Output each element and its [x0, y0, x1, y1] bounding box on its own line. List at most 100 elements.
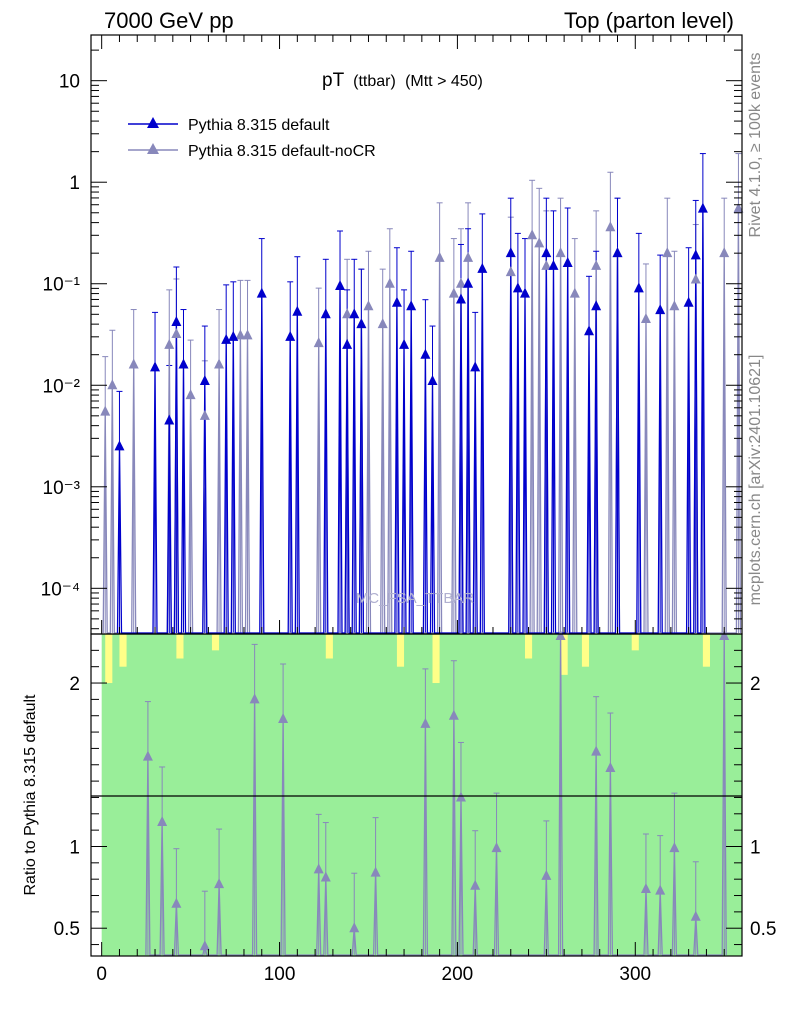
ratio-y-tick-label: 2	[69, 674, 80, 695]
main-point-0-30	[562, 257, 573, 268]
main-point-1-4	[171, 327, 182, 338]
ratio-point-2-2	[171, 897, 182, 908]
ratio-point-2-3	[199, 940, 210, 951]
main-point-1-2	[128, 358, 139, 369]
ratio-band-yellow-3	[211, 634, 220, 651]
ratio-point-2-14	[470, 879, 481, 890]
main-point-0-17	[399, 338, 410, 349]
main-point-0-10	[292, 305, 303, 316]
ratio-y-tick-label: 1	[69, 837, 80, 858]
main-y-tick-label: 10	[59, 72, 80, 93]
main-point-0-19	[420, 348, 431, 359]
main-point-0-3	[171, 315, 182, 326]
ratio-band-yellow-6	[432, 634, 440, 684]
rivet-label: Rivet 4.1.0, ≥ 100k events	[747, 53, 764, 238]
main-point-0-36	[683, 296, 694, 307]
main-y-tick-label: 10⁻⁴	[41, 579, 80, 600]
main-point-0-16	[391, 296, 402, 307]
main-point-0-4	[178, 358, 189, 369]
ratio-point-2-9	[349, 922, 360, 933]
ratio-point-2-4	[214, 878, 225, 889]
ratio-band-yellow-2	[176, 634, 184, 659]
main-point-0-9	[285, 330, 296, 341]
ratio-band-yellow-1	[119, 634, 127, 667]
main-point-1-9	[242, 329, 253, 340]
legend-label-1: Pythia 8.315 default	[188, 117, 330, 134]
ratio-band-yellow-10	[631, 634, 639, 651]
main-point-0-5	[199, 375, 210, 386]
main-point-0-38	[697, 202, 708, 213]
main-point-0-37	[690, 249, 701, 260]
ratio-frame	[90, 633, 743, 957]
main-point-1-0	[100, 405, 111, 416]
main-point-0-14	[349, 308, 360, 319]
ratio-point-2-17	[555, 630, 566, 640]
main-point-0-22	[463, 277, 474, 288]
main-point-1-17	[448, 287, 459, 298]
main-point-0-18	[406, 300, 417, 311]
ratio-point-2-24	[719, 630, 730, 640]
main-point-1-1	[107, 379, 118, 390]
ratio-band-yellow-8	[560, 634, 568, 675]
main-point-1-33	[719, 247, 730, 258]
ratio-band-yellow-7	[525, 634, 533, 659]
main-point-1-11	[342, 308, 353, 319]
ratio-band-yellow-9	[581, 634, 590, 667]
main-y-tick-label: 1	[69, 173, 80, 194]
ratio-band-yellow-5	[396, 634, 405, 667]
main-point-0-25	[505, 247, 516, 258]
main-point-0-28	[541, 247, 552, 258]
ratio-band-yellow-4	[325, 634, 333, 659]
ratio-point-2-21	[655, 884, 666, 895]
main-point-0-32	[591, 300, 602, 311]
main-point-0-13	[342, 338, 353, 349]
ratio-point-2-1	[157, 815, 168, 826]
ratio-point-2-20	[640, 882, 651, 893]
main-point-1-21	[527, 229, 538, 240]
main-point-0-29	[548, 259, 559, 270]
main-point-0-27	[520, 287, 530, 298]
main-point-1-20	[505, 266, 516, 277]
main-point-1-14	[377, 318, 388, 329]
ratio-point-2-11	[420, 717, 431, 728]
main-point-0-8	[256, 287, 267, 298]
main-point-0-6	[221, 333, 232, 344]
legend-marker-2	[147, 143, 159, 154]
x-tick-label: 100	[264, 964, 296, 985]
axis-ticks: 0 100 200 300 10 1 10⁻¹ 10⁻² 10⁻³ 10⁻⁴ 0.5 0.5 1 1 2 2	[41, 35, 776, 985]
ratio-point-2-0	[142, 750, 153, 761]
ratio-point-2-6	[278, 712, 289, 723]
main-point-1-8	[235, 329, 246, 340]
x-tick-label: 200	[442, 964, 474, 985]
main-line-1	[102, 208, 742, 634]
ratio-band-yellow-11	[702, 634, 710, 667]
main-point-0-35	[655, 304, 666, 315]
main-point-0-2	[164, 414, 175, 425]
main-point-0-15	[356, 318, 367, 329]
series-markers	[100, 202, 744, 951]
ratio-point-2-15	[491, 842, 502, 853]
main-point-0-11	[320, 308, 331, 319]
main-point-1-3	[164, 338, 175, 349]
main-point-0-23	[470, 361, 481, 372]
ratio-point-2-16	[541, 869, 552, 880]
legend: Pythia 8.315 default Pythia 8.315 defaul…	[128, 117, 376, 160]
main-point-1-32	[690, 273, 701, 284]
ratio-band-green	[101, 634, 743, 956]
main-point-1-13	[363, 300, 374, 311]
main-point-1-19	[463, 251, 474, 262]
plot-title-sub1: (ttbar)	[353, 73, 396, 90]
legend-marker-1	[147, 117, 159, 128]
main-point-0-31	[584, 325, 595, 336]
main-point-0-20	[427, 375, 438, 386]
main-point-1-16	[434, 251, 445, 262]
ratio-point-2-10	[370, 866, 381, 877]
main-point-0-1	[150, 361, 161, 372]
ratio-ylabel: Ratio to Pythia 8.315 default	[22, 694, 39, 896]
main-point-0-24	[477, 262, 488, 273]
ratio-point-2-18	[591, 745, 602, 756]
x-tick-label: 300	[619, 964, 651, 985]
ratio-y-tick-label-right: 0.5	[750, 919, 776, 940]
ratio-point-2-7	[313, 863, 324, 874]
main-point-1-7	[214, 358, 225, 369]
